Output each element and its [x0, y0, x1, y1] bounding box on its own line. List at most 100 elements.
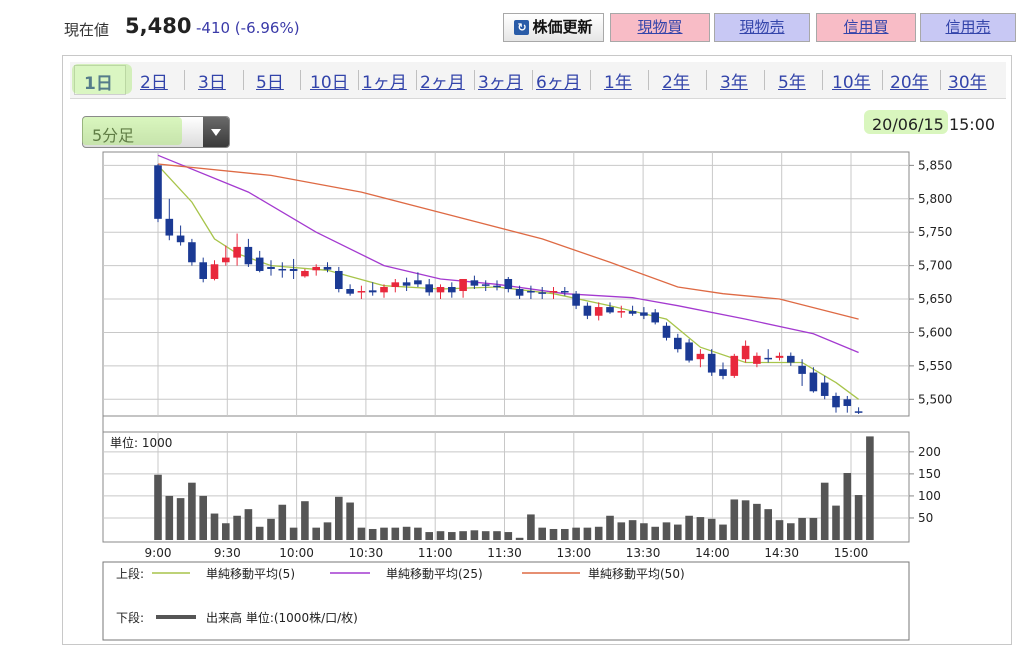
refresh-price-button[interactable]: ↻ 株価更新 — [503, 13, 604, 42]
tab-2days[interactable]: 2日 — [140, 73, 168, 93]
y-tick-label: 5,600 — [918, 325, 952, 339]
volume-bar — [707, 518, 716, 540]
tab-1day[interactable]: 1日 — [74, 65, 126, 95]
candle-body — [312, 266, 320, 271]
volume-bar — [628, 520, 637, 540]
tab-5years[interactable]: 5年 — [778, 73, 806, 93]
candle-body — [527, 291, 535, 293]
candle-body — [730, 355, 739, 376]
margin-buy-button[interactable]: 信用買 — [816, 13, 916, 42]
volume-bar — [199, 495, 207, 540]
refresh-icon: ↻ — [514, 20, 530, 35]
candle-body — [335, 270, 343, 290]
tab-1year[interactable]: 1年 — [604, 73, 632, 93]
candle-body — [594, 307, 603, 316]
volume-y-tick-label: 150 — [918, 467, 941, 481]
volume-bar — [448, 532, 456, 540]
tab-3years[interactable]: 3年 — [720, 73, 748, 93]
candle-body — [662, 325, 671, 338]
tab-divider — [940, 70, 941, 90]
tab-10days[interactable]: 10日 — [310, 73, 349, 93]
candle-body — [301, 270, 309, 277]
axis-labels: 9:00 9:30 10:00 10:30 11:00 11:30 13:00 13:30 14… — [145, 158, 953, 560]
volume-bar — [233, 515, 241, 540]
volume-bar — [854, 495, 863, 540]
legend-ma5-label: 単純移動平均(5) — [206, 567, 295, 581]
legend-box — [102, 561, 910, 641]
volume-bar — [165, 495, 174, 540]
candle-body — [561, 291, 569, 293]
current-price-label: 現在値 — [64, 21, 110, 39]
tab-2years[interactable]: 2年 — [662, 73, 690, 93]
volume-bar — [278, 504, 287, 540]
candle-body — [436, 287, 445, 293]
candle-body — [391, 282, 400, 288]
volume-bar — [470, 530, 479, 540]
candle-body — [685, 342, 693, 361]
candle-body — [233, 246, 241, 258]
volume-bar — [312, 527, 320, 540]
volume-bar — [380, 527, 388, 540]
x-tick-label: 9:00 — [145, 546, 172, 560]
candle-body — [244, 246, 253, 265]
volume-bar — [775, 520, 784, 540]
spot-buy-button[interactable]: 現物買 — [610, 13, 710, 42]
volume-bar — [662, 522, 671, 540]
candle-body — [380, 287, 388, 293]
candle-body — [843, 399, 852, 406]
volume-bar — [436, 531, 445, 540]
candle-body — [323, 266, 332, 270]
candle-body — [470, 280, 479, 286]
candle-body — [448, 287, 456, 293]
tab-1month[interactable]: 1ヶ月 — [362, 73, 407, 93]
candle-body — [832, 395, 840, 408]
refresh-price-label: 株価更新 — [532, 18, 593, 36]
candle-body — [572, 293, 580, 306]
spot-sell-button[interactable]: 現物売 — [714, 13, 810, 42]
volume-bar — [685, 515, 693, 540]
volume-bar — [244, 509, 253, 540]
tab-3months[interactable]: 3ヶ月 — [478, 73, 523, 93]
candle-body — [493, 285, 501, 288]
y-tick-label: 5,850 — [918, 158, 952, 172]
tab-divider — [416, 70, 417, 90]
candle-body — [854, 411, 863, 413]
interval-select[interactable]: 5分足 — [82, 116, 230, 148]
volume-bar — [753, 503, 761, 540]
tab-2months[interactable]: 2ヶ月 — [420, 73, 465, 93]
candle-body — [707, 353, 716, 373]
candle-body — [425, 284, 433, 293]
tab-5days[interactable]: 5日 — [256, 73, 284, 93]
volume-bar — [832, 505, 840, 540]
legend-ma25-label: 単純移動平均(25) — [386, 567, 483, 581]
tab-6months[interactable]: 6ヶ月 — [536, 73, 581, 93]
x-tick-label: 14:00 — [695, 546, 730, 560]
volume-bar — [357, 527, 366, 540]
datetime-highlight — [864, 110, 948, 134]
volume-bar — [493, 531, 501, 540]
x-tick-label: 9:30 — [214, 546, 241, 560]
quote-header: 現在値 5,480 -410 (-6.96%) ↻ 株価更新 現物買 現物売 信用… — [0, 0, 1024, 56]
candle-body — [368, 290, 377, 293]
tab-3days[interactable]: 3日 — [198, 73, 226, 93]
volume-bar — [402, 526, 411, 540]
volume-bar — [425, 532, 433, 540]
candle-body — [538, 292, 546, 294]
y-tick-label: 5,700 — [918, 259, 952, 273]
tab-divider — [184, 70, 185, 90]
candle-body — [165, 218, 174, 236]
volume-bar — [572, 527, 580, 540]
interval-highlight — [82, 117, 182, 145]
tab-10years[interactable]: 10年 — [832, 73, 871, 93]
margin-sell-button[interactable]: 信用売 — [920, 13, 1016, 42]
x-tick-label: 13:30 — [626, 546, 661, 560]
candle-body — [549, 291, 558, 293]
x-tick-label: 10:00 — [279, 546, 314, 560]
candle-body — [346, 289, 354, 294]
volume-bar — [561, 528, 569, 540]
volume-bar — [176, 498, 185, 540]
tab-30years[interactable]: 30年 — [948, 73, 987, 93]
active-tab-highlight — [72, 64, 132, 94]
tab-20years[interactable]: 20年 — [890, 73, 929, 93]
candle-body — [357, 291, 366, 293]
